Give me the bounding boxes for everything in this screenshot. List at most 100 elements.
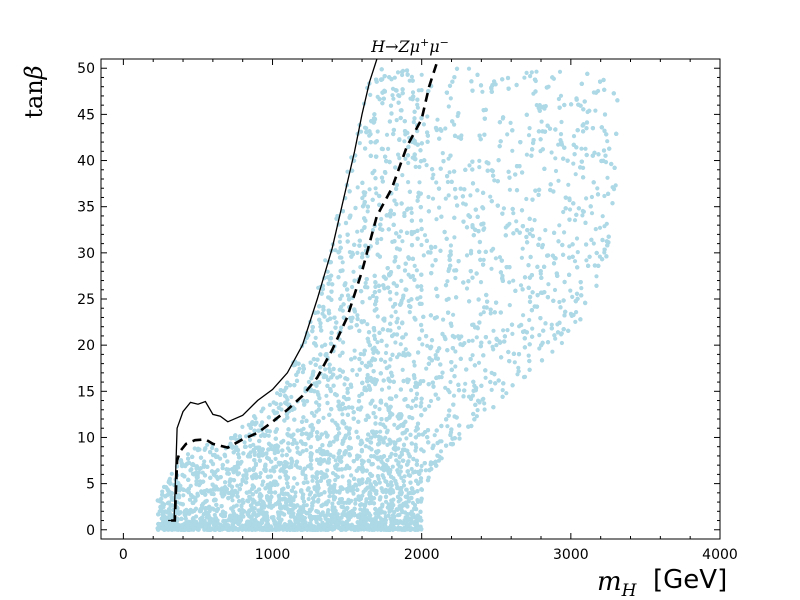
scatter-point: [397, 156, 402, 161]
scatter-point: [394, 118, 399, 123]
scatter-point: [452, 122, 457, 127]
scatter-point: [430, 196, 436, 201]
scatter-point: [537, 236, 542, 241]
scatter-point: [391, 96, 396, 101]
scatter-point: [419, 287, 424, 292]
scatter-point: [411, 359, 416, 364]
scatter-point: [379, 216, 384, 222]
scatter-point: [552, 287, 558, 293]
scatter-point: [464, 253, 470, 258]
scatter-point: [358, 265, 363, 270]
scatter-point: [490, 344, 495, 349]
scatter-point: [474, 414, 479, 419]
scatter-point: [388, 297, 393, 302]
scatter-point: [192, 446, 197, 451]
scatter-point: [383, 350, 389, 356]
scatter-point: [556, 142, 561, 147]
scatter-point: [242, 440, 247, 445]
scatter-point: [407, 78, 412, 83]
scatter-point: [492, 178, 497, 183]
scatter-point: [474, 335, 479, 340]
scatter-point: [407, 310, 412, 315]
scatter-point: [522, 374, 528, 379]
scatter-point: [403, 347, 408, 352]
scatter-point: [403, 332, 408, 337]
scatter-point: [446, 387, 451, 393]
scatter-point: [396, 152, 401, 157]
scatter-point: [359, 228, 364, 233]
scatter-point: [375, 340, 380, 345]
scatter-point: [452, 235, 457, 240]
scatter-point: [323, 258, 328, 263]
scatter-point: [534, 69, 539, 74]
scatter-point: [247, 437, 253, 442]
scatter-point: [355, 229, 360, 234]
scatter-point: [527, 231, 532, 236]
scatter-point: [539, 119, 544, 124]
scatter-point: [583, 146, 588, 151]
scatter-point: [561, 209, 566, 215]
scatter-point: [323, 367, 328, 372]
scatter-point: [595, 186, 600, 191]
scatter-point: [566, 182, 571, 187]
scatter-point: [257, 474, 262, 480]
scatter-point: [580, 213, 585, 218]
scatter-point: [412, 263, 417, 268]
scatter-point: [572, 218, 578, 223]
scatter-point: [481, 257, 486, 262]
scatter-point: [239, 504, 244, 509]
scatter-point: [433, 244, 438, 250]
scatter-point: [558, 132, 564, 137]
scatter-point: [210, 446, 215, 451]
scatter-point: [467, 163, 472, 168]
scatter-point: [447, 170, 452, 175]
scatter-point: [337, 239, 342, 244]
scatter-point: [415, 102, 420, 107]
scatter-point: [365, 372, 370, 378]
scatter-point: [477, 165, 482, 170]
scatter-point: [433, 353, 438, 358]
scatter-point: [340, 412, 345, 417]
scatter-point: [466, 338, 471, 344]
scatter-point: [341, 340, 346, 345]
scatter-point: [339, 325, 344, 330]
scatter-point: [358, 351, 363, 357]
scatter-point: [440, 151, 445, 156]
scatter-point: [512, 360, 517, 365]
scatter-point: [593, 227, 598, 232]
scatter-point: [466, 66, 472, 71]
scatter-point: [404, 487, 409, 492]
scatter-point: [409, 388, 414, 393]
scatter-point: [489, 387, 494, 392]
scatter-point: [396, 325, 402, 330]
scatter-point: [511, 278, 516, 283]
scatter-point: [297, 366, 302, 371]
scatter-point: [333, 248, 338, 253]
scatter-point: [300, 370, 305, 375]
scatter-point: [230, 498, 235, 503]
scatter-point: [487, 340, 492, 345]
scatter-point: [445, 279, 450, 284]
scatter-point: [389, 314, 394, 319]
scatter-point: [398, 342, 403, 347]
scatter-point: [558, 93, 564, 98]
scatter-point: [383, 435, 388, 440]
scatter-point: [491, 246, 496, 251]
scatter-point: [327, 494, 332, 499]
scatter-point: [424, 366, 429, 371]
scatter-point: [301, 426, 306, 431]
scatter-point: [315, 449, 320, 454]
scatter-point: [475, 408, 480, 413]
scatter-point: [431, 172, 436, 177]
scatter-point: [527, 317, 532, 323]
scatter-point: [406, 206, 411, 211]
scatter-point: [350, 284, 355, 290]
scatter-point: [579, 286, 584, 291]
scatter-point: [426, 194, 431, 200]
scatter-point: [240, 424, 245, 429]
scatter-point: [556, 96, 562, 102]
scatter-point: [345, 169, 350, 174]
scatter-point: [524, 70, 529, 75]
scatter-point: [338, 296, 343, 301]
